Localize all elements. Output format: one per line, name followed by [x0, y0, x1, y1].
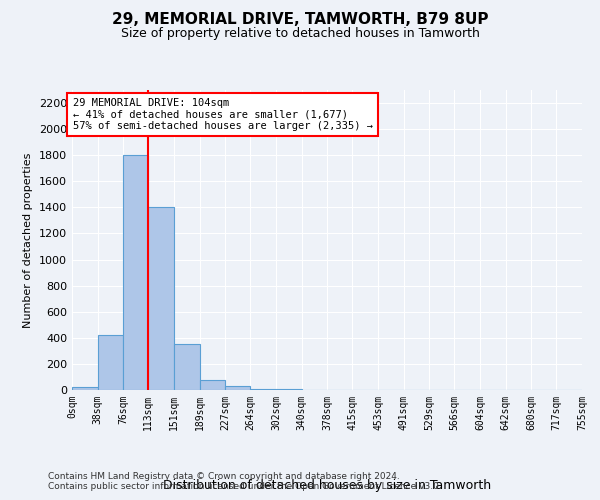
Bar — [200, 380, 226, 390]
Text: Size of property relative to detached houses in Tamworth: Size of property relative to detached ho… — [121, 28, 479, 40]
Bar — [250, 388, 276, 390]
Text: Contains HM Land Registry data © Crown copyright and database right 2024.: Contains HM Land Registry data © Crown c… — [48, 472, 400, 481]
Bar — [174, 344, 200, 390]
Text: Contains public sector information licensed under the Open Government Licence v3: Contains public sector information licen… — [48, 482, 442, 491]
Bar — [72, 388, 98, 390]
X-axis label: Distribution of detached houses by size in Tamworth: Distribution of detached houses by size … — [163, 478, 491, 492]
Text: 29, MEMORIAL DRIVE, TAMWORTH, B79 8UP: 29, MEMORIAL DRIVE, TAMWORTH, B79 8UP — [112, 12, 488, 28]
Bar — [98, 335, 124, 390]
Bar — [124, 155, 148, 390]
Bar — [226, 386, 250, 390]
Text: 29 MEMORIAL DRIVE: 104sqm
← 41% of detached houses are smaller (1,677)
57% of se: 29 MEMORIAL DRIVE: 104sqm ← 41% of detac… — [73, 98, 373, 131]
Y-axis label: Number of detached properties: Number of detached properties — [23, 152, 34, 328]
Bar — [148, 208, 174, 390]
